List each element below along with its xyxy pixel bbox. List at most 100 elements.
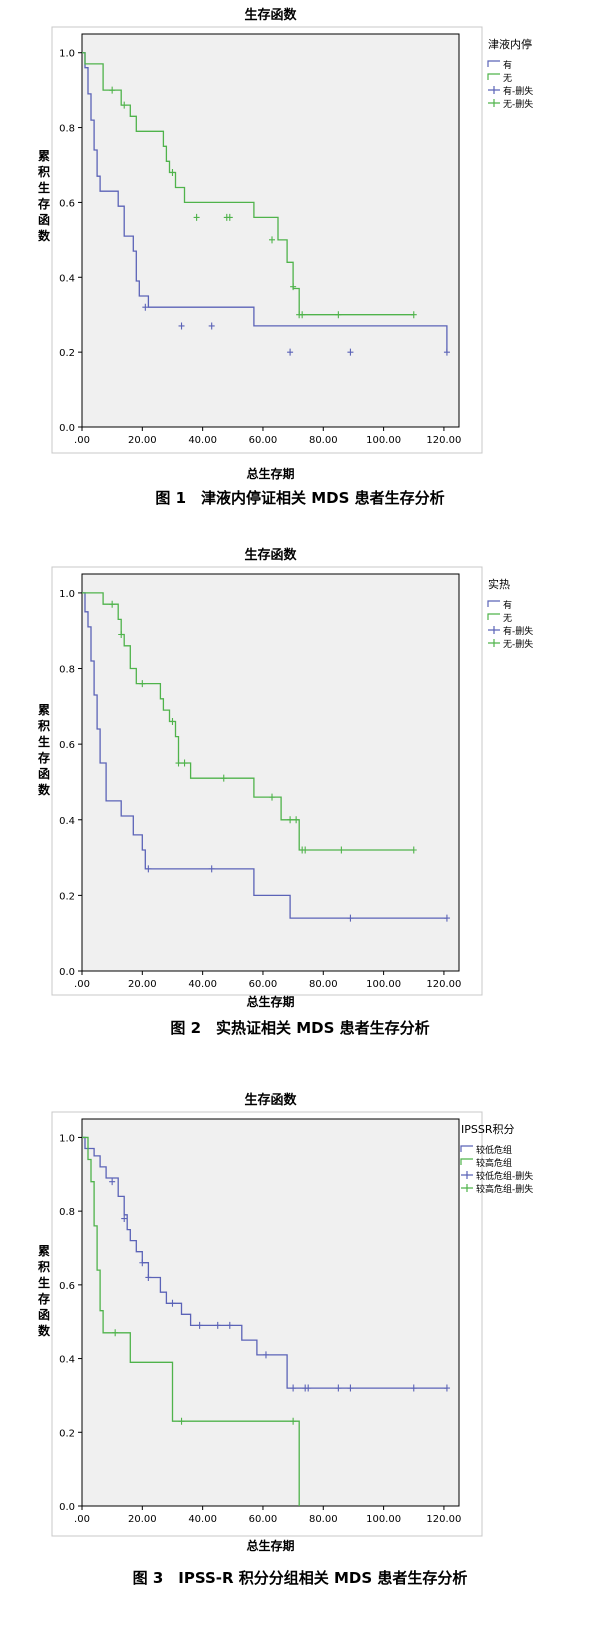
- y-tick-label: 0.4: [59, 816, 75, 827]
- y-tick-label: 0.2: [59, 348, 75, 359]
- chart-2-svg: 生存函数 0.0 0.2 0.4 0.6 0.8 1.0 .00 20.00 40.00 60.00…: [37, 547, 533, 1037]
- legend-censor-icon: [461, 1171, 473, 1179]
- legend-label: 较高危组-删失: [476, 1183, 533, 1195]
- censor-mark-1: [208, 865, 215, 873]
- y-tick-label: 0.4: [59, 273, 75, 284]
- censor-mark-1: [347, 1384, 354, 1392]
- y-axis-label: 累积生存函数: [37, 149, 51, 243]
- x-tick-label: 20.00: [128, 435, 157, 446]
- x-tick-label: 120.00: [426, 435, 461, 446]
- y-tick-label: 0.2: [59, 1428, 75, 1439]
- legend-label: 有-删失: [503, 85, 533, 97]
- y-axis-label: 累积生存函数: [37, 1244, 51, 1338]
- x-tick-label: 80.00: [309, 979, 338, 990]
- figure-3: 生存函数 0.0 0.2 0.4 0.6 0.8 1.0 .00 20.00 40.00 60.00…: [0, 1085, 600, 1623]
- x-axis-label: 总生存期: [246, 466, 294, 481]
- censor-mark-1: [169, 1299, 176, 1307]
- censor-mark-1: [443, 1384, 450, 1392]
- censor-mark-1: [208, 322, 215, 330]
- censor-mark-1: [214, 1321, 221, 1329]
- series-line-2: [82, 1136, 300, 1506]
- x-tick-label: 100.00: [366, 979, 401, 990]
- x-tick-label: .00: [74, 979, 90, 990]
- figure-2: 生存函数 0.0 0.2 0.4 0.6 0.8 1.0 .00 20.00 40.00 60.00…: [0, 540, 600, 1085]
- censor-mark-1: [410, 1384, 417, 1392]
- legend-label: 有: [503, 599, 512, 611]
- censor-mark-2: [178, 1417, 185, 1425]
- y-tick-label: 0.6: [59, 198, 75, 209]
- censor-mark-2: [139, 680, 146, 688]
- y-tick-label: 1.0: [59, 1133, 75, 1144]
- series-line-1: [82, 52, 448, 353]
- censor-mark-1: [145, 1273, 152, 1281]
- x-tick-label: 40.00: [188, 435, 217, 446]
- x-tick-label: .00: [74, 1514, 90, 1525]
- chart-title: 生存函数: [244, 7, 297, 23]
- x-axis-label: 总生存期: [246, 1538, 294, 1553]
- series-line-2: [82, 592, 414, 851]
- chart-title: 生存函数: [244, 1092, 297, 1108]
- censor-mark-2: [293, 816, 300, 824]
- x-tick-label: 80.00: [309, 435, 338, 446]
- y-tick-label: 0.8: [59, 1207, 75, 1218]
- legend-label: 无: [503, 613, 512, 624]
- censor-mark-1: [196, 1321, 203, 1329]
- censor-mark-2: [410, 846, 417, 854]
- censor-mark-1: [443, 348, 450, 356]
- y-tick-label: 0.6: [59, 740, 75, 751]
- y-axis-label: 累积生存函数: [37, 703, 51, 797]
- legend-censor-icon: [488, 626, 500, 634]
- x-tick-label: 120.00: [426, 979, 461, 990]
- censor-mark-2: [287, 816, 294, 824]
- legend-label: 无: [503, 73, 512, 84]
- legend-step-icon: [487, 60, 500, 67]
- censor-mark-2: [290, 1417, 297, 1425]
- y-tick-label: 0.8: [59, 665, 75, 676]
- y-tick-label: 0.2: [59, 891, 75, 902]
- censor-mark-1: [139, 1259, 146, 1267]
- x-tick-label: 80.00: [309, 1514, 338, 1525]
- y-tick-label: 0.0: [59, 967, 75, 978]
- censor-mark-2: [193, 213, 200, 221]
- censor-mark-1: [226, 1321, 233, 1329]
- censor-mark-1: [347, 914, 354, 922]
- x-tick-label: 60.00: [249, 1514, 278, 1525]
- y-tick-label: 1.0: [59, 589, 75, 600]
- censor-mark-1: [290, 1384, 297, 1392]
- censor-mark-1: [142, 303, 149, 311]
- chart-3-svg: 生存函数 0.0 0.2 0.4 0.6 0.8 1.0 .00 20.00 40.00 60.00…: [37, 1092, 533, 1587]
- censor-mark-1: [262, 1351, 269, 1359]
- censor-mark-2: [169, 717, 176, 725]
- censor-mark-1: [287, 348, 294, 356]
- censor-mark-1: [178, 322, 185, 330]
- x-tick-label: 40.00: [188, 979, 217, 990]
- censor-mark-2: [121, 101, 128, 109]
- censor-mark-2: [109, 600, 116, 608]
- legend-label: 有-删失: [503, 625, 533, 637]
- x-tick-label: 100.00: [366, 435, 401, 446]
- censor-mark-2: [299, 311, 306, 319]
- legend-censor-icon: [488, 639, 500, 647]
- legend-title: IPSSR积分: [461, 1123, 515, 1136]
- legend-step-icon: [487, 613, 500, 620]
- series-line-1: [82, 1136, 447, 1389]
- legend-title: 实热: [488, 577, 510, 591]
- y-tick-label: 0.4: [59, 1355, 75, 1366]
- censor-mark-1: [145, 865, 152, 873]
- legend-censor-icon: [488, 99, 500, 107]
- legend-label: 无-删失: [503, 638, 533, 650]
- chart-title: 生存函数: [244, 547, 297, 563]
- legend-label: 较低危组: [476, 1144, 512, 1156]
- legend-title: 津液内停: [488, 37, 532, 51]
- censor-mark-2: [118, 630, 125, 638]
- censor-mark-1: [109, 1178, 116, 1186]
- censor-mark-2: [335, 311, 342, 319]
- x-tick-label: 60.00: [249, 979, 278, 990]
- censor-mark-2: [109, 86, 116, 94]
- legend-step-icon: [487, 73, 500, 80]
- x-tick-label: .00: [74, 435, 90, 446]
- x-tick-label: 100.00: [366, 1514, 401, 1525]
- censor-mark-1: [347, 348, 354, 356]
- censor-mark-2: [175, 759, 182, 767]
- legend-step-icon: [487, 600, 500, 607]
